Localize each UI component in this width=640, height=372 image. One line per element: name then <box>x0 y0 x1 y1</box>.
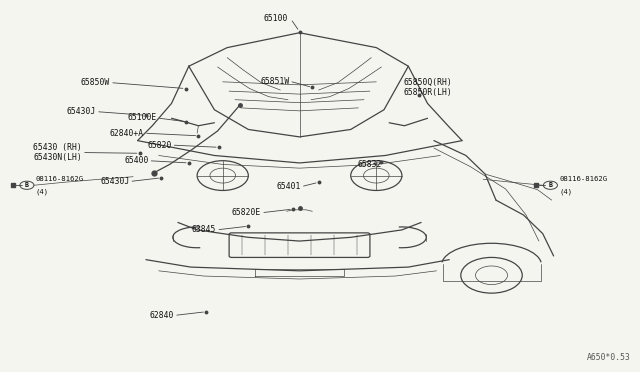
Text: 65851W: 65851W <box>260 77 289 86</box>
Text: 65820: 65820 <box>147 141 172 150</box>
Text: 08116-8162G: 08116-8162G <box>559 176 607 182</box>
Text: 62840: 62840 <box>150 311 174 320</box>
Text: (4): (4) <box>559 189 573 195</box>
Text: 65100E: 65100E <box>127 113 157 122</box>
Text: 65401: 65401 <box>276 182 301 191</box>
Text: 08116-8162G: 08116-8162G <box>36 176 84 182</box>
Text: 65430J: 65430J <box>67 107 96 116</box>
Text: B: B <box>25 182 29 188</box>
Text: 65400: 65400 <box>124 156 148 165</box>
Text: 65832: 65832 <box>357 160 381 169</box>
Text: 65430 (RH)
65430N(LH): 65430 (RH) 65430N(LH) <box>33 143 82 162</box>
Text: 65850W: 65850W <box>81 78 110 87</box>
Text: 62840+A: 62840+A <box>110 129 144 138</box>
Text: 65430J: 65430J <box>100 177 129 186</box>
Text: 65850Q(RH)
65850R(LH): 65850Q(RH) 65850R(LH) <box>403 78 452 97</box>
Text: 65100: 65100 <box>263 14 287 23</box>
Text: A650*0.53: A650*0.53 <box>586 353 630 362</box>
Text: (4): (4) <box>36 189 49 195</box>
Text: 63845: 63845 <box>192 225 216 234</box>
Text: B: B <box>548 182 552 188</box>
Text: 65820E: 65820E <box>232 208 261 217</box>
